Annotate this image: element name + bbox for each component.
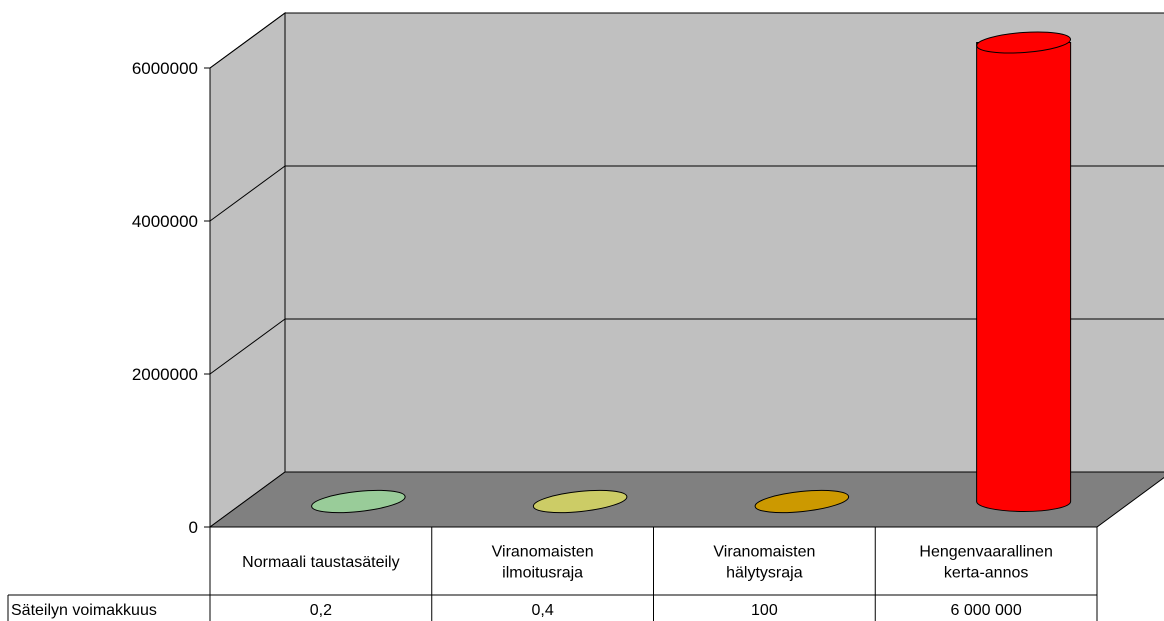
bar [976,31,1072,513]
category-label: Hengenvaarallinen [919,544,1052,561]
category-label: Normaali taustasäteily [242,554,399,571]
y-axis: 0 2000000 4000000 6000000 [132,59,211,537]
bars [311,31,1072,514]
side-wall [209,12,286,528]
gridline-side [209,165,286,222]
bar-body [976,42,1072,513]
gridline-side [209,12,286,69]
gridline-side [209,318,286,375]
data-table: Normaali taustasäteily 0,2 Viranomaisten il… [7,526,1098,621]
category-label: Viranomaisten [713,544,815,561]
category-label: Viranomaisten [492,544,594,561]
series-name-label: Säteilyn voimakkuus [11,602,157,619]
bar [754,489,850,514]
category-label: ilmoitusraja [502,565,583,582]
data-value-label: 6 000 000 [951,602,1022,619]
y-tick-label: 2000000 [132,365,198,384]
y-tick-label: 0 [189,518,198,537]
category-label: kerta-annos [944,565,1029,582]
bar [311,489,406,514]
data-value-label: 0,4 [532,602,554,619]
bar-top [754,489,850,514]
bar-top [532,489,628,514]
data-value-label: 100 [751,602,778,619]
bar-top [976,31,1072,54]
data-value-label: 0,2 [310,602,332,619]
category-label: hälytysraja [726,565,803,582]
bar-top [311,489,406,514]
bar [532,489,628,514]
y-tick-label: 4000000 [132,212,198,231]
y-tick-label: 6000000 [132,59,198,78]
